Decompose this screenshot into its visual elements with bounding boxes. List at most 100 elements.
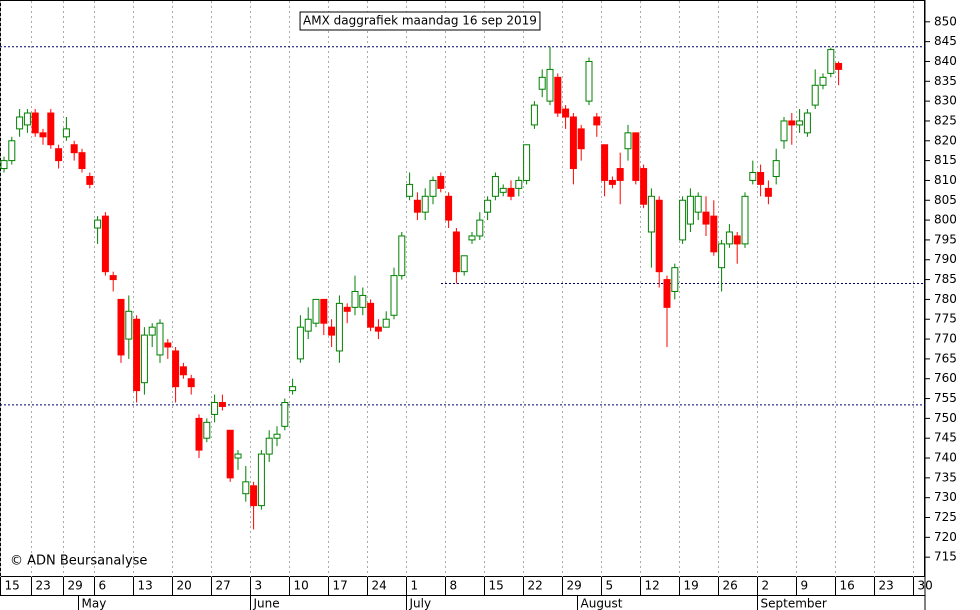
- candle-body: [156, 322, 164, 356]
- candle-body: [562, 108, 570, 118]
- candle-body: [655, 199, 663, 273]
- candle-body: [0, 160, 8, 170]
- candle-body: [796, 120, 804, 126]
- month-label: June: [253, 597, 280, 610]
- x-tick-label: 3: [255, 579, 263, 593]
- x-tick-label: 27: [216, 579, 231, 593]
- candle-body: [780, 120, 788, 142]
- candle-body: [632, 132, 640, 181]
- y-tick-label: 795: [934, 232, 957, 246]
- y-tick-label: 830: [934, 94, 957, 108]
- candle-body: [819, 76, 827, 86]
- y-tick-label: 725: [934, 510, 957, 524]
- candle-body: [47, 112, 55, 146]
- candle-body: [679, 199, 687, 241]
- month-label: August: [581, 597, 623, 610]
- candle-body: [772, 160, 780, 177]
- candle-body: [226, 429, 234, 479]
- x-tick-label: 15: [489, 579, 504, 593]
- plot-frame: [0, 0, 925, 577]
- month-label: September: [761, 597, 827, 610]
- candle-body: [117, 298, 125, 356]
- candle-body: [601, 144, 609, 181]
- candle-body: [702, 211, 710, 225]
- candle-body: [686, 195, 694, 225]
- candle-body: [39, 132, 47, 138]
- candle-body: [367, 302, 375, 328]
- candle-body: [437, 175, 445, 189]
- x-tick-label: 2: [762, 579, 770, 593]
- y-tick-label: 825: [934, 113, 957, 127]
- candle-body: [616, 168, 624, 181]
- candle-body: [530, 104, 538, 126]
- candle-body: [452, 231, 460, 273]
- candle-body: [577, 128, 585, 150]
- x-tick-label: 10: [294, 579, 309, 593]
- candle-body: [179, 366, 187, 376]
- candle-body: [382, 318, 390, 328]
- candle-body: [671, 267, 679, 292]
- y-tick-label: 820: [934, 133, 957, 147]
- candle-body: [733, 235, 741, 245]
- y-tick-label: 775: [934, 312, 957, 326]
- x-tick-label: 1: [411, 579, 419, 593]
- y-tick-label: 815: [934, 153, 957, 167]
- y-tick-label: 765: [934, 351, 957, 365]
- y-tick-label: 835: [934, 74, 957, 88]
- candle-body: [31, 112, 39, 134]
- candle-body: [546, 68, 554, 102]
- candle-body: [491, 175, 499, 197]
- x-tick-label: 23: [879, 579, 894, 593]
- candle-body: [694, 195, 702, 213]
- candle-body: [429, 179, 437, 197]
- candle-body: [647, 195, 655, 233]
- candle-body: [343, 306, 351, 312]
- y-tick-label: 845: [934, 34, 957, 48]
- x-tick-label: 17: [333, 579, 348, 593]
- x-tick-label: 20: [177, 579, 192, 593]
- candle-body: [718, 243, 726, 269]
- candle-body: [515, 179, 523, 189]
- x-tick-label: 24: [372, 579, 387, 593]
- x-tick-label: 12: [645, 579, 660, 593]
- candle-body: [554, 76, 562, 114]
- y-tick-label: 850: [934, 14, 957, 28]
- y-tick-label: 740: [934, 451, 957, 465]
- candle-body: [211, 402, 219, 415]
- candle-body: [250, 485, 258, 507]
- x-tick-label: 29: [68, 579, 83, 593]
- candle-body: [468, 235, 476, 241]
- candle-body: [374, 326, 382, 332]
- candle-body: [460, 255, 468, 273]
- y-tick-label: 800: [934, 213, 957, 227]
- x-tick-label: 15: [5, 579, 20, 593]
- x-tick-label: 30: [918, 579, 933, 593]
- y-tick-label: 750: [934, 411, 957, 425]
- candle-body: [55, 148, 63, 162]
- candle-body: [86, 175, 94, 185]
- candle-body: [281, 402, 289, 427]
- candle-body: [23, 112, 31, 126]
- x-tick-label: 23: [36, 579, 51, 593]
- y-tick-label: 735: [934, 470, 957, 484]
- x-tick-label: 9: [801, 579, 809, 593]
- y-tick-label: 745: [934, 431, 957, 445]
- y-tick-label: 840: [934, 54, 957, 68]
- candle-body: [289, 386, 297, 392]
- candle-body: [398, 235, 406, 277]
- candle-body: [328, 326, 336, 336]
- x-tick-label: 19: [684, 579, 699, 593]
- candle-body: [304, 318, 312, 332]
- x-tick-label: 29: [567, 579, 582, 593]
- candle-body: [523, 144, 531, 181]
- candle-body: [585, 60, 593, 102]
- candle-body: [359, 294, 367, 308]
- candle-body: [811, 84, 819, 106]
- candle-body: [16, 116, 24, 130]
- month-label: May: [82, 597, 107, 610]
- candle-body: [172, 350, 180, 388]
- candle-body: [710, 215, 718, 253]
- x-tick-label: 6: [99, 579, 107, 593]
- candle-body: [640, 168, 648, 205]
